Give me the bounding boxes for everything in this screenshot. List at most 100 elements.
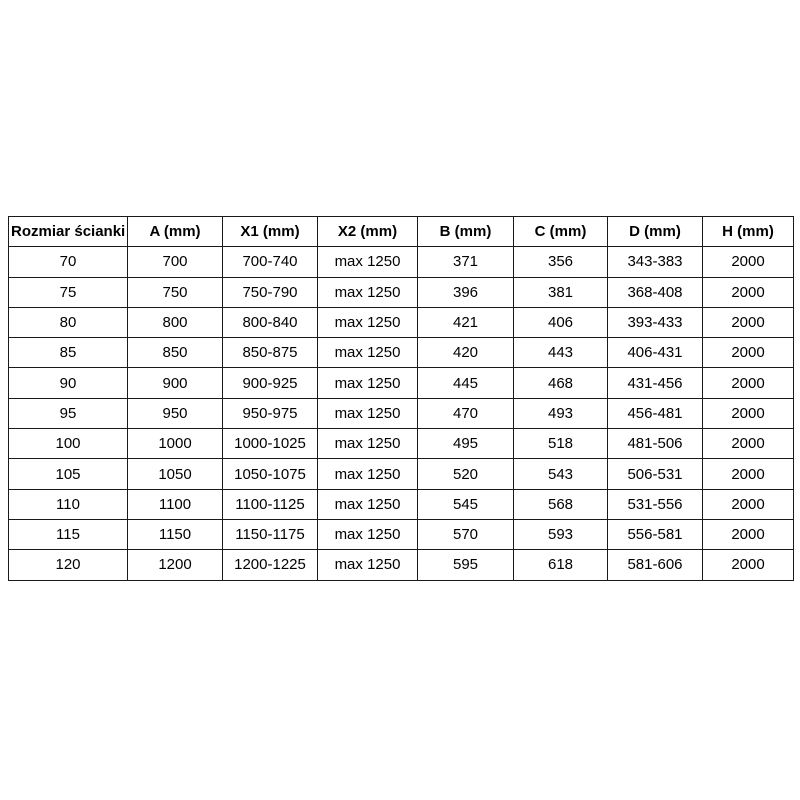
table-cell: 2000 [702, 518, 794, 551]
column-header-1: A (mm) [127, 215, 223, 248]
table-cell: max 1250 [317, 518, 418, 551]
table-cell: 2000 [702, 428, 794, 460]
column-header-2: X1 (mm) [222, 215, 318, 248]
table-cell: max 1250 [317, 367, 418, 399]
table-cell: 900-925 [222, 367, 318, 399]
table-row: 90 900 900-925 max 1250 445 468 431-456 2000 [8, 367, 794, 399]
table-cell: 368-408 [607, 276, 703, 308]
table-cell: 520 [417, 458, 514, 490]
table-cell: 1050 [127, 458, 223, 490]
table-cell: 481-506 [607, 428, 703, 460]
table-cell: max 1250 [317, 549, 418, 581]
table-cell: 1050-1075 [222, 458, 318, 490]
table-cell: 568 [513, 488, 608, 520]
table-cell: 595 [417, 549, 514, 581]
table-cell: 570 [417, 518, 514, 551]
table-cell: 431-456 [607, 367, 703, 399]
table-cell: 445 [417, 367, 514, 399]
table-cell: max 1250 [317, 246, 418, 278]
table-cell: 421 [417, 306, 514, 339]
table-body: 70 700 700-740 max 1250 371 356 343-383 2000 75 7… [8, 246, 794, 581]
table-cell: 531-556 [607, 488, 703, 520]
table-cell: 85 [8, 337, 128, 369]
table-row: 115 1150 1150-1175 max 1250 570 593 556-581 200… [8, 518, 794, 551]
table-cell: 850-875 [222, 337, 318, 369]
table-cell: 90 [8, 367, 128, 399]
table-cell: 2000 [702, 549, 794, 581]
table-cell: 393-433 [607, 306, 703, 339]
table-cell: 2000 [702, 276, 794, 308]
table-row: 75 750 750-790 max 1250 396 381 368-408 2000 [8, 276, 794, 308]
table-cell: 356 [513, 246, 608, 278]
table-header-row: Rozmiar ścianki A (mm) X1 (mm) X2 (mm) B (mm… [8, 215, 794, 248]
table-cell: 495 [417, 428, 514, 460]
column-header-4: B (mm) [417, 215, 514, 248]
table-cell: 406-431 [607, 337, 703, 369]
table-cell: 100 [8, 428, 128, 460]
table-cell: 543 [513, 458, 608, 490]
table-cell: 2000 [702, 397, 794, 430]
table-cell: 120 [8, 549, 128, 581]
table-cell: 850 [127, 337, 223, 369]
column-header-6: D (mm) [607, 215, 703, 248]
table-cell: 950-975 [222, 397, 318, 430]
table-cell: 800-840 [222, 306, 318, 339]
column-header-0: Rozmiar ścianki [8, 215, 128, 248]
column-header-5: C (mm) [513, 215, 608, 248]
table-cell: 105 [8, 458, 128, 490]
table-cell: 2000 [702, 246, 794, 278]
table-cell: 593 [513, 518, 608, 551]
table-cell: max 1250 [317, 428, 418, 460]
table-cell: 700 [127, 246, 223, 278]
table-cell: max 1250 [317, 458, 418, 490]
table-cell: 2000 [702, 367, 794, 399]
table-cell: 581-606 [607, 549, 703, 581]
table-cell: 2000 [702, 458, 794, 490]
table-row: 85 850 850-875 max 1250 420 443 406-431 2000 [8, 337, 794, 369]
table-cell: 470 [417, 397, 514, 430]
table-cell: 406 [513, 306, 608, 339]
table-cell: 70 [8, 246, 128, 278]
table-cell: 1200-1225 [222, 549, 318, 581]
table-cell: 396 [417, 276, 514, 308]
table-cell: 750-790 [222, 276, 318, 308]
table-row: 100 1000 1000-1025 max 1250 495 518 481-506 200… [8, 428, 794, 460]
table-cell: 343-383 [607, 246, 703, 278]
table-cell: 900 [127, 367, 223, 399]
table-cell: 1100 [127, 488, 223, 520]
table-cell: 618 [513, 549, 608, 581]
table-cell: 950 [127, 397, 223, 430]
table-cell: 2000 [702, 488, 794, 520]
table-cell: 95 [8, 397, 128, 430]
table-cell: 493 [513, 397, 608, 430]
table-cell: 518 [513, 428, 608, 460]
table-cell: 2000 [702, 306, 794, 339]
table-header: Rozmiar ścianki A (mm) X1 (mm) X2 (mm) B (mm… [8, 215, 794, 248]
table-cell: 110 [8, 488, 128, 520]
table-cell: max 1250 [317, 397, 418, 430]
table-cell: 420 [417, 337, 514, 369]
table-cell: 75 [8, 276, 128, 308]
table-cell: 468 [513, 367, 608, 399]
column-header-3: X2 (mm) [317, 215, 418, 248]
table-cell: max 1250 [317, 276, 418, 308]
table-cell: 456-481 [607, 397, 703, 430]
table-cell: 556-581 [607, 518, 703, 551]
table-cell: 1150-1175 [222, 518, 318, 551]
table-cell: 1100-1125 [222, 488, 318, 520]
table-cell: 1000-1025 [222, 428, 318, 460]
table-cell: 1000 [127, 428, 223, 460]
table-cell: max 1250 [317, 306, 418, 339]
table-cell: 1200 [127, 549, 223, 581]
table-cell: 2000 [702, 337, 794, 369]
table-row: 120 1200 1200-1225 max 1250 595 618 581-606 200… [8, 549, 794, 581]
table-row: 80 800 800-840 max 1250 421 406 393-433 2000 [8, 306, 794, 339]
table-row: 105 1050 1050-1075 max 1250 520 543 506-531 200… [8, 458, 794, 490]
table-cell: max 1250 [317, 337, 418, 369]
table-cell: 800 [127, 306, 223, 339]
table-row: 110 1100 1100-1125 max 1250 545 568 531-556 200… [8, 488, 794, 520]
table-row: 70 700 700-740 max 1250 371 356 343-383 2000 [8, 246, 794, 278]
table-cell: 115 [8, 518, 128, 551]
table-row: 95 950 950-975 max 1250 470 493 456-481 2000 [8, 397, 794, 430]
